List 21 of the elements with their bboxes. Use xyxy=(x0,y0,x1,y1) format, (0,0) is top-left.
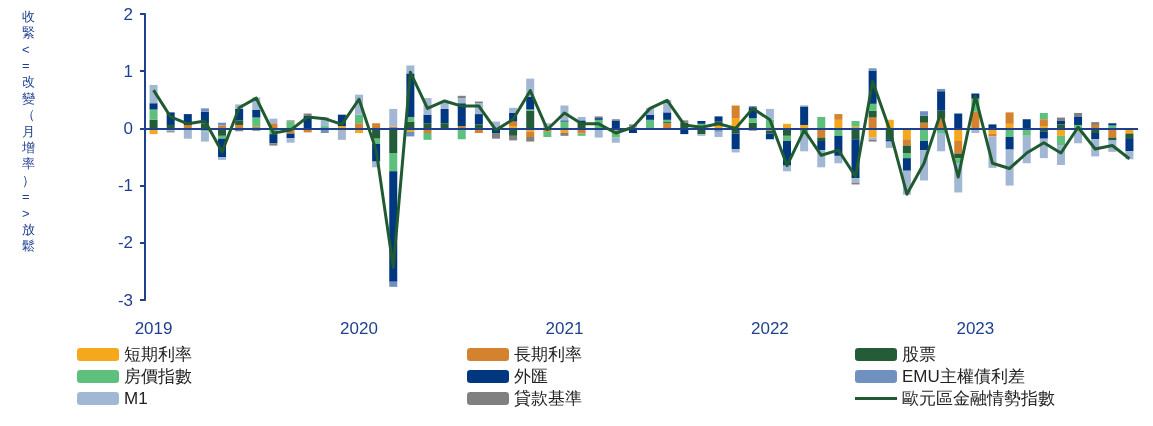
y-tick-label: -2 xyxy=(117,233,133,253)
legend-label: 貸款基準 xyxy=(514,389,582,408)
y-tick-label: 2 xyxy=(123,4,133,24)
legend-label: 股票 xyxy=(902,345,936,364)
legend-label: 短期利率 xyxy=(124,345,192,364)
x-tick-label: 2020 xyxy=(340,319,378,338)
y-tick-label: -3 xyxy=(117,290,133,310)
y-tick-label: 0 xyxy=(123,118,133,138)
legend-label: 房價指數 xyxy=(124,367,192,386)
x-tick-label: 2021 xyxy=(545,319,584,338)
legend-label: EMU主權債利差 xyxy=(902,367,1025,386)
legend-label: 長期利率 xyxy=(514,345,582,364)
legend-label: 外匯 xyxy=(514,367,548,386)
legend-label: M1 xyxy=(124,389,148,408)
y-tick-label: 1 xyxy=(123,61,133,81)
text: 收緊<=改變（月增率）=>放鬆 xyxy=(22,8,35,254)
y-tick-label: -1 xyxy=(117,176,133,196)
x-tick-label: 2019 xyxy=(134,319,173,338)
x-tick-label: 2022 xyxy=(750,319,789,338)
x-tick-label: 2023 xyxy=(956,319,995,338)
legend-label: 歐元區金融情勢指數 xyxy=(902,389,1055,408)
